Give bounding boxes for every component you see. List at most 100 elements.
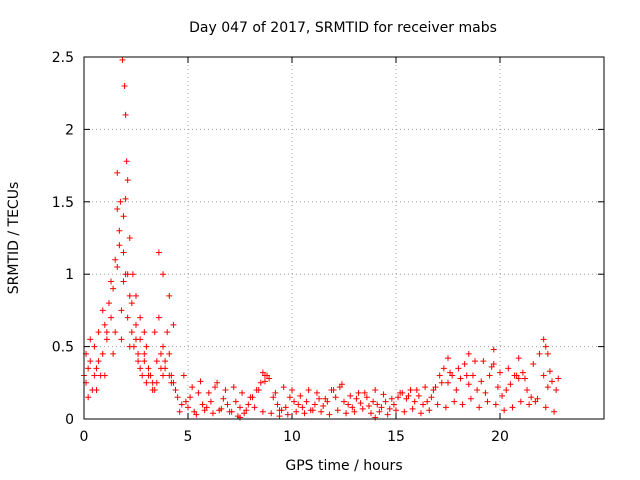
data-point <box>451 398 458 405</box>
data-point <box>195 389 202 396</box>
data-point <box>122 195 129 202</box>
data-point <box>361 389 368 396</box>
x-tick-label: 20 <box>491 429 509 445</box>
data-point <box>428 394 435 401</box>
data-point <box>370 398 377 405</box>
data-point <box>440 365 447 372</box>
data-point <box>230 384 237 391</box>
data-point <box>501 407 508 414</box>
data-point <box>555 375 562 382</box>
data-point <box>153 379 160 386</box>
data-point <box>395 394 402 401</box>
data-point <box>442 404 449 411</box>
data-point <box>143 379 150 386</box>
data-point <box>126 235 133 241</box>
data-point <box>126 343 133 350</box>
data-point <box>490 346 497 353</box>
data-point <box>135 350 142 357</box>
data-point <box>488 363 495 370</box>
data-point <box>137 314 144 321</box>
data-point <box>99 350 106 357</box>
data-point <box>117 198 124 205</box>
data-point <box>436 372 443 379</box>
data-point <box>85 394 92 401</box>
data-point <box>162 358 169 365</box>
data-point <box>382 398 389 405</box>
data-point <box>172 387 179 394</box>
data-point <box>239 389 246 396</box>
data-point <box>276 407 283 414</box>
data-point <box>108 278 115 285</box>
data-point <box>87 336 94 343</box>
data-point <box>122 111 129 118</box>
data-point <box>474 387 481 394</box>
data-point <box>457 375 464 382</box>
data-point <box>469 372 476 379</box>
data-point <box>546 368 553 375</box>
data-point <box>467 395 474 402</box>
data-point <box>270 394 277 401</box>
data-point <box>274 401 281 408</box>
data-point <box>318 408 325 415</box>
data-point <box>112 329 119 336</box>
data-point <box>218 405 225 412</box>
data-point <box>359 405 366 412</box>
data-point <box>289 387 295 394</box>
data-point <box>160 271 167 278</box>
data-point <box>530 360 537 367</box>
data-point <box>478 378 485 385</box>
data-point <box>286 394 293 401</box>
data-point <box>120 213 127 220</box>
axis-ticks <box>83 56 604 420</box>
data-point <box>524 387 531 394</box>
data-point <box>91 343 98 350</box>
data-point <box>155 314 162 321</box>
data-point <box>214 379 221 386</box>
data-point <box>347 392 354 399</box>
data-point <box>515 355 522 362</box>
data-point <box>390 401 397 408</box>
data-point <box>540 336 547 343</box>
data-point <box>91 372 98 379</box>
data-point <box>372 414 379 421</box>
data-point <box>101 321 108 328</box>
data-point <box>114 263 121 270</box>
data-point <box>261 378 268 385</box>
data-point <box>264 372 271 379</box>
data-point <box>413 387 420 394</box>
data-point <box>509 404 516 411</box>
data-point <box>145 365 152 372</box>
data-point <box>128 300 135 307</box>
data-point <box>521 375 528 382</box>
y-tick-label: 0.5 <box>52 340 74 356</box>
data-point <box>120 278 127 285</box>
data-point <box>542 343 549 350</box>
data-point <box>124 271 131 278</box>
data-point <box>293 408 300 415</box>
data-point <box>357 400 364 407</box>
data-point <box>110 285 117 292</box>
y-axis-label: SRMTID / TECUs <box>6 182 22 295</box>
data-point <box>311 401 318 408</box>
data-point <box>207 398 214 405</box>
data-point <box>405 392 412 399</box>
data-point <box>247 394 254 401</box>
data-point <box>465 350 472 357</box>
data-point <box>155 249 162 256</box>
data-point <box>168 379 175 386</box>
data-point <box>365 402 372 409</box>
data-point <box>472 358 479 365</box>
data-point <box>174 394 181 401</box>
data-point <box>151 329 158 336</box>
data-point <box>476 404 483 411</box>
data-point <box>272 389 279 396</box>
data-point <box>93 365 100 372</box>
data-point <box>447 369 454 376</box>
data-point <box>351 408 358 415</box>
data-point <box>124 314 131 321</box>
data-point <box>176 408 183 415</box>
data-point <box>492 401 499 408</box>
data-point <box>549 378 555 385</box>
data-point <box>397 389 404 396</box>
